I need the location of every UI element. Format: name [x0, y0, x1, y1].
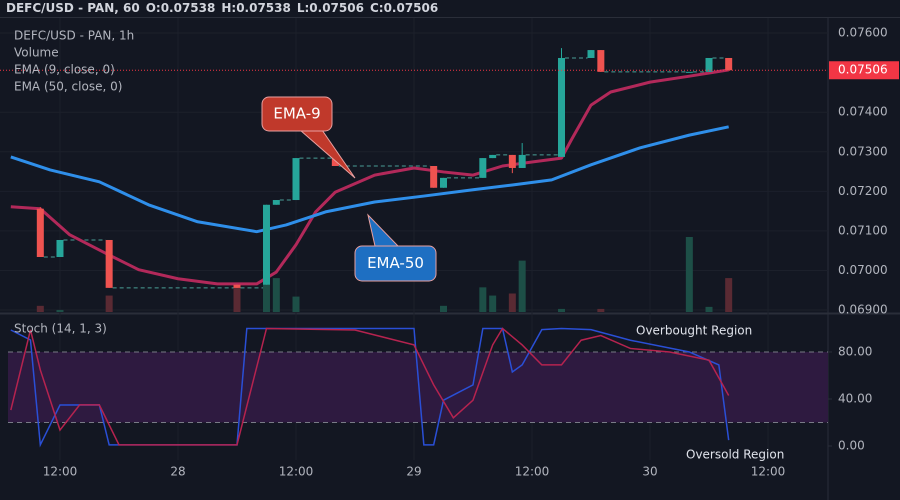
- header-field: DEFC/USD - PAN, 60: [6, 1, 140, 15]
- volume-bar: [56, 309, 64, 312]
- y-tick-label: 0.07000: [838, 263, 888, 277]
- band-fill: [8, 351, 828, 423]
- callout-pointer: [298, 129, 356, 179]
- background-layer: [0, 17, 900, 500]
- x-tick-label: 30: [642, 465, 657, 479]
- y-tick-label: 0.06900: [838, 303, 888, 317]
- candle-body: [558, 57, 566, 157]
- candle-body: [56, 239, 64, 258]
- candle-body: [508, 154, 516, 168]
- volume-bar: [233, 283, 241, 312]
- header-field: 0.07506: [384, 1, 439, 15]
- y-tick-label: 0.07300: [838, 144, 888, 158]
- volume-bar: [262, 265, 270, 312]
- last-price-box: [829, 61, 899, 80]
- volume-bar: [685, 237, 693, 312]
- x-tick-label: 12:00: [279, 465, 314, 479]
- volume-bar: [440, 305, 448, 312]
- ema-line: [10, 68, 729, 286]
- volume-bar: [105, 295, 113, 312]
- volume-bar: [725, 278, 733, 312]
- volume-bar: [597, 308, 605, 312]
- header-field: O:: [146, 1, 161, 15]
- annotation: Oversold Region: [686, 448, 784, 462]
- volume-bar: [36, 305, 44, 312]
- candle-body: [331, 158, 339, 166]
- legend-entry: Volume: [14, 46, 59, 60]
- candle-body: [36, 208, 44, 258]
- callout-box: [261, 96, 333, 132]
- foreground-layer: DEFC/USD - PAN, 60 O:0.07538 H:0.07538 L:0.…: [0, 1, 899, 479]
- candle-body: [430, 166, 438, 188]
- candle-body: [479, 158, 487, 178]
- x-tick-label: 12:00: [751, 465, 786, 479]
- candle-body: [262, 204, 270, 285]
- volume-bar: [292, 296, 300, 312]
- volume-bar: [705, 306, 713, 312]
- header-field: 0.07538: [236, 1, 291, 15]
- legend-entry: EMA (50, close, 0): [14, 80, 122, 94]
- y-tick-label: 0.00: [838, 439, 865, 453]
- candle-body: [597, 50, 605, 72]
- header-field: L:: [297, 1, 309, 15]
- stoch-line: [10, 327, 730, 446]
- volume-bar: [518, 260, 526, 312]
- y-tick-label: 0.07200: [838, 184, 888, 198]
- header-field: H:: [221, 1, 236, 15]
- callout-box: [354, 245, 437, 282]
- candle-body: [725, 57, 733, 71]
- panel-title: Stoch (14, 1, 3): [14, 322, 107, 336]
- legend-entry: EMA (9, close, 0): [14, 63, 115, 77]
- volume-bar: [272, 278, 280, 312]
- x-tick-label: 28: [170, 465, 185, 479]
- candle-body: [489, 154, 497, 159]
- volume-bar: [558, 308, 566, 312]
- callout-text: EMA-50: [367, 254, 424, 272]
- last-price-label: 0.07506: [838, 63, 888, 77]
- candle-body: [233, 284, 241, 288]
- header-field: 0.07538: [161, 1, 216, 15]
- header: DEFC/USD - PAN, 60 O:0.07538 H:0.07538 L:0.…: [6, 1, 438, 15]
- candle-body: [587, 50, 595, 58]
- candle-body: [440, 177, 448, 188]
- candle-body: [705, 57, 713, 72]
- candle-body: [685, 71, 693, 73]
- chart-title: DEFC/USD - PAN, 1h: [14, 29, 134, 43]
- x-tick-label: 12:00: [515, 465, 550, 479]
- y-tick-label: 0.07100: [838, 223, 888, 237]
- y-tick-label: 0.07600: [838, 26, 888, 40]
- candle-body: [272, 200, 280, 205]
- header-field: 0.07506: [309, 1, 364, 15]
- candle-body: [518, 154, 526, 168]
- volume-bar: [489, 295, 497, 312]
- annotation: Overbought Region: [636, 324, 752, 338]
- candle-body: [292, 158, 300, 201]
- ema-line: [10, 125, 729, 234]
- x-tick-label: 29: [406, 465, 421, 479]
- y-tick-label: 0.07400: [838, 105, 888, 119]
- candle-body: [105, 239, 113, 288]
- header-field: C:: [370, 1, 384, 15]
- volume-bar: [508, 293, 516, 312]
- y-tick-label: 80.00: [838, 344, 872, 358]
- y-tick-label: 40.00: [838, 391, 872, 405]
- callout-text: EMA-9: [273, 105, 320, 123]
- x-tick-label: 12:00: [43, 465, 78, 479]
- volume-bar: [479, 287, 487, 312]
